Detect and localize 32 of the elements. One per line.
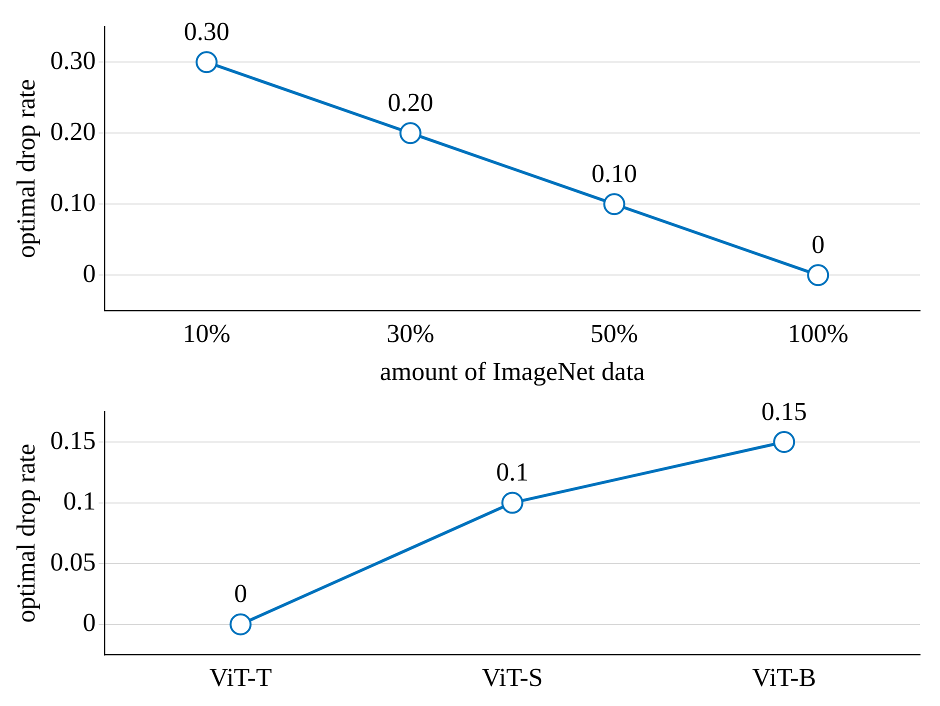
y-axis-title: optimal drop rate (11, 444, 40, 623)
x-tick-label: ViT-B (752, 663, 816, 692)
data-label: 0 (812, 230, 825, 259)
y-tick-label: 0 (82, 608, 96, 638)
y-tick-label: 0.10 (50, 188, 96, 217)
point (196, 51, 218, 74)
x-tick-label: 30% (386, 319, 434, 348)
y-tick-label: 0.05 (50, 547, 96, 576)
data-label: 0.30 (184, 16, 230, 46)
data-label: 0 (234, 579, 248, 608)
data-label: 0.10 (592, 158, 638, 188)
x-tick-label: 50% (590, 319, 638, 348)
data-label: 0.15 (761, 396, 807, 426)
y-tick-label: 0.1 (63, 486, 96, 516)
point (603, 193, 626, 216)
data-label: 0.20 (388, 88, 434, 117)
y-axis-title: optimal drop rate (11, 79, 40, 258)
point (773, 431, 796, 453)
x-tick-label: 10% (182, 319, 230, 348)
y-tick-label: 0.15 (50, 426, 96, 455)
point (501, 492, 524, 514)
point (807, 264, 830, 286)
x-axis-title: amount of ImageNet data (380, 357, 646, 386)
data-label: 0.1 (496, 458, 529, 487)
x-tick-label: ViT-S (482, 663, 543, 692)
point (399, 122, 422, 144)
y-tick-label: 0.30 (50, 46, 96, 75)
x-tick-label: 100% (788, 319, 848, 348)
y-tick-label: 0.20 (50, 116, 96, 146)
y-tick-label: 0 (82, 258, 96, 288)
point (230, 613, 252, 636)
x-tick-label: ViT-T (209, 663, 272, 692)
